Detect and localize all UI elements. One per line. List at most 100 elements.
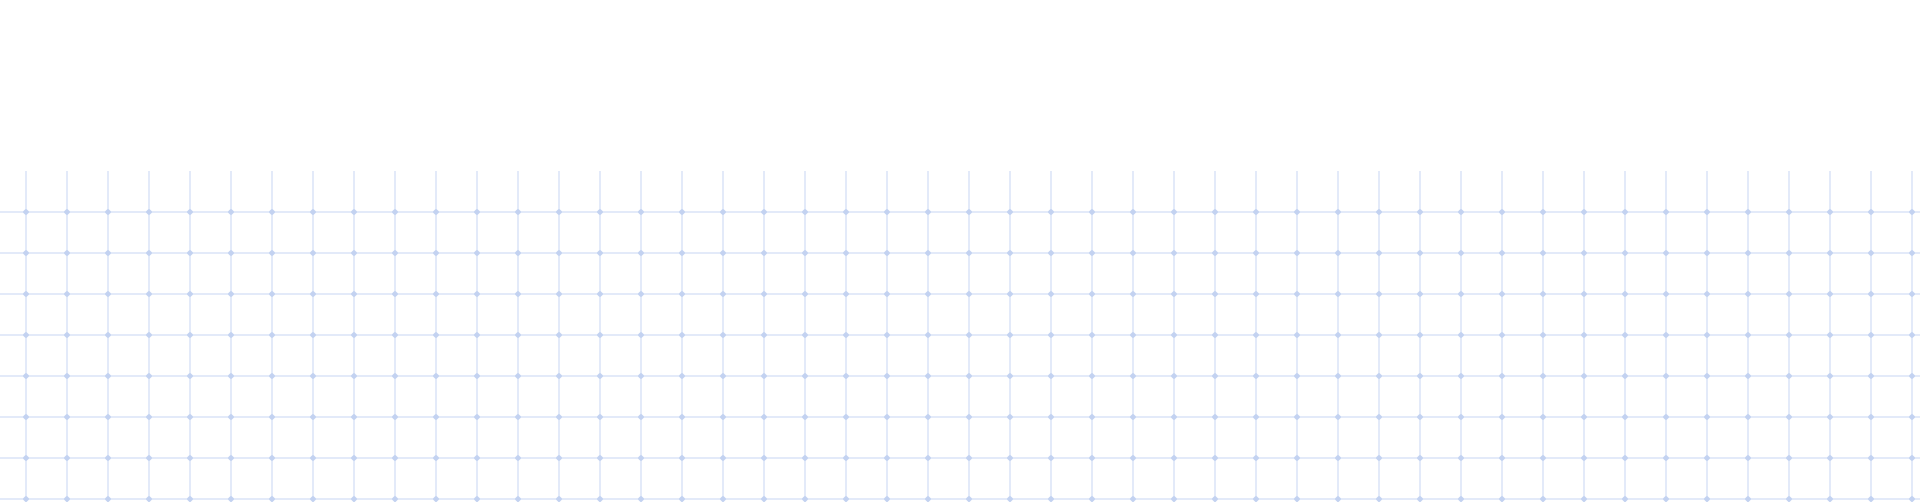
grid-dot: [1621, 208, 1629, 216]
grid-dot: [1908, 413, 1916, 421]
grid-dot: [350, 372, 358, 380]
grid-dot: [965, 208, 973, 216]
grid-dot: [1498, 372, 1506, 380]
grid-dot: [473, 372, 481, 380]
grid-dot: [924, 208, 932, 216]
grid-dot: [309, 495, 317, 502]
grid-dot: [1457, 290, 1465, 298]
grid-dot: [719, 331, 727, 339]
grid-dot: [1457, 495, 1465, 502]
grid-dot: [1826, 249, 1834, 257]
grid-dot: [1580, 290, 1588, 298]
grid-dot: [1129, 372, 1137, 380]
grid-dot: [350, 249, 358, 257]
grid-dot: [596, 208, 604, 216]
grid-dot: [432, 249, 440, 257]
grid-dot: [63, 249, 71, 257]
grid-dot: [842, 249, 850, 257]
grid-dot: [1908, 208, 1916, 216]
grid-dot: [268, 495, 276, 502]
grid-dot: [555, 372, 563, 380]
grid-dot: [1580, 249, 1588, 257]
grid-dot: [924, 249, 932, 257]
grid-dot: [1457, 249, 1465, 257]
grid-dot: [1703, 495, 1711, 502]
grid-dot: [596, 249, 604, 257]
grid-dot: [473, 331, 481, 339]
grid-dot: [1826, 495, 1834, 502]
grid-dot: [1047, 290, 1055, 298]
grid-dot: [1334, 331, 1342, 339]
grid-dot: [1006, 290, 1014, 298]
grid-dot: [1867, 413, 1875, 421]
grid-dot: [186, 290, 194, 298]
grid-dot: [1744, 290, 1752, 298]
grid-dot: [391, 372, 399, 380]
grid-dot: [22, 290, 30, 298]
grid-dot: [883, 413, 891, 421]
grid-dot: [1744, 372, 1752, 380]
grid-dot: [842, 290, 850, 298]
grid-dot: [965, 290, 973, 298]
grid-dot: [1498, 208, 1506, 216]
grid-dot: [883, 372, 891, 380]
grid-dot: [1826, 208, 1834, 216]
grid-dot: [104, 372, 112, 380]
grid-dot: [473, 290, 481, 298]
grid-dot: [1006, 495, 1014, 502]
grid-dot: [596, 331, 604, 339]
grid-dot: [1129, 495, 1137, 502]
grid-dot: [719, 454, 727, 462]
grid-dot: [1170, 249, 1178, 257]
grid-dot: [1211, 331, 1219, 339]
grid-dot: [473, 249, 481, 257]
grid-dot: [1662, 495, 1670, 502]
grid-dot: [1744, 249, 1752, 257]
grid-dot: [1375, 208, 1383, 216]
grid-dot: [104, 208, 112, 216]
grid-dot: [1129, 208, 1137, 216]
grid-dot: [1785, 454, 1793, 462]
grid-dot: [1006, 454, 1014, 462]
grid-dot: [883, 290, 891, 298]
grid-dot: [391, 495, 399, 502]
grid-dot: [391, 413, 399, 421]
grid-dot: [350, 331, 358, 339]
grid-dot: [924, 413, 932, 421]
grid-dot: [268, 413, 276, 421]
grid-dot: [514, 372, 522, 380]
grid-dot: [186, 208, 194, 216]
grid-dot: [268, 249, 276, 257]
grid-dot: [350, 208, 358, 216]
grid-dot: [391, 290, 399, 298]
grid-dot: [1867, 495, 1875, 502]
grid-dot: [1375, 454, 1383, 462]
grid-dot: [1416, 372, 1424, 380]
grid-dot: [309, 208, 317, 216]
grid-dot: [678, 290, 686, 298]
grid-dot: [1457, 208, 1465, 216]
grid-dot: [1457, 413, 1465, 421]
grid-dot: [22, 413, 30, 421]
grid-dot: [145, 249, 153, 257]
grid-dot: [1416, 413, 1424, 421]
grid-dot: [1252, 290, 1260, 298]
grid-dot: [883, 208, 891, 216]
grid-dot: [350, 290, 358, 298]
grid-dot: [965, 413, 973, 421]
grid-dot: [1908, 372, 1916, 380]
grid-dot: [678, 495, 686, 502]
grid-dot: [227, 249, 235, 257]
grid-dot: [432, 208, 440, 216]
grid-dot: [268, 454, 276, 462]
grid-dot: [1252, 208, 1260, 216]
grid-dot: [1170, 372, 1178, 380]
grid-dot: [760, 249, 768, 257]
grid-dot: [227, 413, 235, 421]
grid-dot: [1457, 331, 1465, 339]
grid-dot: [1416, 331, 1424, 339]
grid-dot: [63, 331, 71, 339]
grid-dot: [1170, 290, 1178, 298]
grid-dot: [473, 454, 481, 462]
grid-dot: [719, 495, 727, 502]
